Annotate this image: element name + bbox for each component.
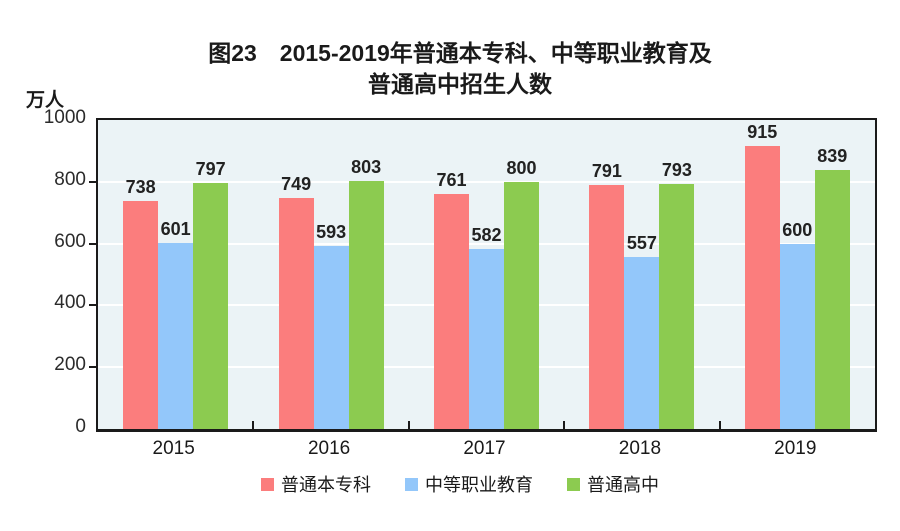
bar-value-label: 797 [195,158,226,179]
bar-中等职业教育-2018 [624,256,660,429]
bar-value-label: 749 [281,173,312,194]
x-category-label: 2019 [774,438,817,459]
bar-普通本专科-2019 [744,146,780,429]
bar-中等职业教育-2015 [158,243,194,429]
legend-swatch [261,477,274,491]
y-axis-tick-mark [89,304,96,307]
y-axis-unit-label: 万人 [26,90,65,111]
legend-item-中等职业教育: 中等职业教育 [405,471,533,497]
bar-value-label: 915 [747,122,778,143]
y-axis-tick-label: 800 [54,168,86,190]
gridline [98,242,875,245]
bar-value-label: 800 [506,157,537,178]
y-axis-tick-mark [89,242,96,245]
legend-item-普通本专科: 普通本专科 [261,471,371,497]
bar-普通高中-2019 [814,169,850,429]
bar-value-label: 601 [160,219,191,240]
legend-label: 中等职业教育 [425,475,533,495]
bar-普通高中-2017 [504,181,539,429]
chart-title-line1: 图23 2015-2019年普通本专科、中等职业教育及 [208,40,712,66]
legend-swatch [405,477,418,491]
y-axis: 0 200 400 600 800 1000 [0,107,86,437]
bar-普通本专科-2017 [434,193,469,429]
bar-value-label: 582 [471,225,502,246]
bar-普通本专科-2015 [123,200,159,429]
bar-value-label: 761 [436,169,467,190]
x-axis-tick-mark [718,421,721,429]
x-category-label: 2017 [463,438,506,459]
y-axis-tick-label: 1000 [43,107,86,128]
y-axis-tick-mark [89,366,96,369]
x-category-label: 2018 [618,438,662,459]
bar-中等职业教育-2017 [469,249,504,429]
legend-item-普通高中: 普通高中 [567,471,659,497]
bar-普通本专科-2018 [589,184,625,429]
bar-普通高中-2016 [348,180,384,429]
x-category-label: 2016 [307,438,351,459]
x-axis-tick-mark [407,421,410,429]
bar-value-label: 557 [626,232,657,253]
y-axis-tick-label: 600 [54,230,86,252]
bar-value-label: 803 [351,156,382,177]
bar-普通本专科-2016 [278,197,314,429]
x-axis-tick-mark [252,421,255,429]
legend-label: 普通高中 [587,475,659,495]
bar-value-label: 593 [316,221,347,242]
legend-swatch [567,477,580,491]
bar-value-label: 791 [591,160,622,181]
legend: 普通本专科 中等职业教育 普通高中 [0,471,900,497]
y-axis-tick-mark [89,180,96,183]
bar-value-label: 600 [782,219,813,240]
legend-label: 普通本专科 [281,475,371,495]
bar-中等职业教育-2016 [313,245,349,429]
bar-中等职业教育-2019 [779,243,815,429]
y-axis-tick-label: 400 [54,292,86,314]
x-axis-tick-mark [563,421,566,429]
bar-普通高中-2015 [193,182,229,429]
chart-title: 图23 2015-2019年普通本专科、中等职业教育及 普通高中招生人数 [0,38,900,100]
x-axis: 2015 2016 2017 2018 2019 [96,438,873,464]
bar-value-label: 738 [125,176,156,197]
y-axis-tick-label: 0 [75,416,86,437]
y-axis-tick-label: 200 [54,354,86,376]
bar-普通高中-2018 [659,183,695,429]
x-category-label: 2015 [152,438,195,459]
bar-value-label: 839 [817,145,848,166]
plot-area: 738 601 797 749 593 803 761 582 800 791 557 793 915 6… [89,118,877,432]
chart-title-line2: 普通高中招生人数 [368,71,552,97]
gridline [98,180,875,183]
bar-value-label: 793 [661,159,692,180]
